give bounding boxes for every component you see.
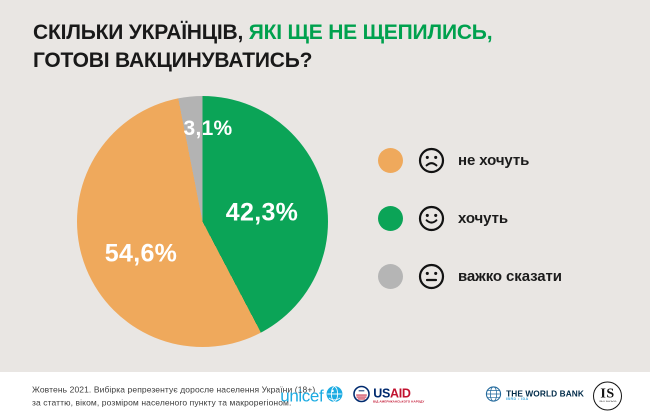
legend-item-hard-to-say: важко сказати xyxy=(378,263,562,290)
info-sapiens-subtitle: INFO SAPIENS xyxy=(598,400,617,403)
legend: не хочуть хочуть xyxy=(378,147,562,321)
usaid-tagline: ВІД АМЕРИКАНСЬКОГО НАРОДУ xyxy=(373,400,425,404)
page-title: СКІЛЬКИ УКРАЇНЦІВ, ЯКІ ЩЕ НЕ ЩЕПИЛИСЬ, Г… xyxy=(33,19,493,75)
title-part-black-1: СКІЛЬКИ УКРАЇНЦІВ, xyxy=(33,21,249,44)
smile-face-icon xyxy=(418,205,445,232)
title-part-black-2: ГОТОВІ ВАКЦИНУВАТИСЬ? xyxy=(33,49,313,72)
legend-swatch-green xyxy=(378,206,403,231)
legend-item-want: хочуть xyxy=(378,205,562,232)
unicef-wordmark: unicef xyxy=(280,386,324,405)
pie-label-hard-to-say: 3,1% xyxy=(183,117,233,140)
legend-item-dont-want: не хочуть xyxy=(378,147,562,174)
methodology-note: Жовтень 2021. Вибірка репрезентує доросл… xyxy=(32,384,315,409)
world-bank-subtitle: IBRD • IDA xyxy=(506,397,529,402)
world-bank-globe-icon xyxy=(485,385,502,407)
unicef-logo: unicef xyxy=(280,384,344,408)
world-bank-logo: THE WORLD BANK IBRD • IDA xyxy=(485,385,584,407)
partner-logos: unicef xyxy=(280,381,622,411)
neutral-face-icon xyxy=(418,263,445,290)
sad-face-icon xyxy=(418,147,445,174)
unicef-globe-icon xyxy=(325,384,344,408)
usaid-seal-icon xyxy=(353,385,371,407)
usaid-logo: USAID ВІД АМЕРИКАНСЬКОГО НАРОДУ xyxy=(353,385,476,407)
title-part-green: ЯКІ ЩЕ НЕ ЩЕПИЛИСЬ, xyxy=(248,21,493,44)
legend-label-dont-want: не хочуть xyxy=(458,152,530,169)
legend-label-want: хочуть xyxy=(458,210,508,227)
usaid-word-us: US xyxy=(373,386,391,401)
info-sapiens-logo: IS INFO SAPIENS xyxy=(593,381,622,411)
legend-swatch-orange xyxy=(378,148,403,173)
world-bank-wordmark: THE WORLD BANK IBRD • IDA xyxy=(506,389,584,402)
pie-label-dont-want: 54,6% xyxy=(104,239,178,268)
legend-label-hard-to-say: важко сказати xyxy=(458,268,562,285)
usaid-word-aid: AID xyxy=(390,386,411,401)
world-bank-name: THE WORLD BANK xyxy=(506,388,584,399)
info-sapiens-seal: IS INFO SAPIENS xyxy=(593,381,622,411)
footer: Жовтень 2021. Вибірка репрезентує доросл… xyxy=(0,372,650,420)
pie-chart: 42,3% 54,6% 3,1% xyxy=(77,96,328,347)
methodology-note-line2: за статтю, віком, розміром населеного пу… xyxy=(32,397,292,407)
usaid-wordmark: USAID ВІД АМЕРИКАНСЬКОГО НАРОДУ xyxy=(373,388,476,405)
methodology-note-line1: Жовтень 2021. Вибірка репрезентує доросл… xyxy=(32,384,316,395)
pie-label-want: 42,3% xyxy=(225,198,299,227)
legend-swatch-gray xyxy=(378,264,403,289)
info-sapiens-monogram: IS xyxy=(600,386,615,402)
